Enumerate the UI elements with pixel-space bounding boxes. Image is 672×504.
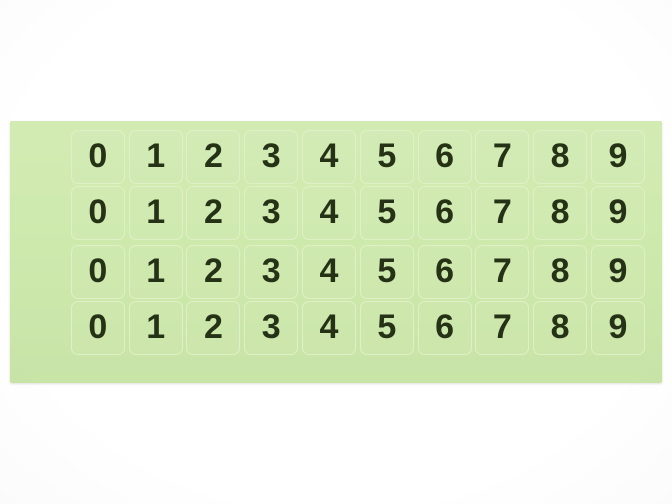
number-sticker: 9	[590, 301, 645, 355]
digit-label: 2	[203, 137, 223, 175]
digit-label: 0	[88, 252, 108, 290]
number-sticker: 0	[70, 130, 125, 184]
number-sticker: 0	[70, 301, 125, 355]
number-sticker: 2	[186, 301, 241, 355]
digit-label: 5	[377, 193, 397, 231]
digit-label: 4	[319, 193, 339, 231]
digit-label: 4	[319, 308, 339, 346]
digit-label: 4	[319, 252, 339, 290]
digit-label: 0	[88, 308, 108, 346]
number-sticker: 1	[128, 186, 183, 240]
number-sticker: 2	[186, 130, 241, 184]
digit-label: 6	[435, 252, 455, 290]
number-sticker: 1	[128, 130, 183, 184]
digit-label: 1	[146, 308, 166, 346]
number-sticker: 4	[302, 130, 357, 184]
digit-label: 1	[146, 193, 166, 231]
number-sticker: 5	[359, 301, 414, 355]
digit-label: 8	[550, 193, 570, 231]
number-sticker: 5	[359, 245, 414, 299]
digit-label: 7	[492, 252, 512, 290]
digit-label: 8	[550, 252, 570, 290]
digit-label: 0	[88, 193, 108, 231]
digit-label: 3	[261, 137, 281, 175]
number-sticker: 6	[417, 301, 472, 355]
number-sticker: 1	[128, 245, 183, 299]
digit-label: 3	[261, 252, 281, 290]
number-sticker: 9	[590, 245, 645, 299]
number-sticker: 8	[533, 301, 588, 355]
number-sticker: 7	[475, 186, 530, 240]
digit-label: 6	[435, 137, 455, 175]
number-sticker: 0	[70, 245, 125, 299]
digit-label: 9	[608, 308, 628, 346]
digit-label: 9	[608, 252, 628, 290]
number-sticker: 7	[475, 130, 530, 184]
number-sticker: 8	[533, 130, 588, 184]
number-sticker: 8	[533, 186, 588, 240]
number-sticker: 1	[128, 301, 183, 355]
number-sticker: 6	[417, 186, 472, 240]
number-sticker: 2	[186, 245, 241, 299]
digit-label: 7	[492, 137, 512, 175]
digit-label: 2	[203, 308, 223, 346]
digit-label: 8	[550, 308, 570, 346]
digit-label: 7	[492, 308, 512, 346]
number-sticker: 5	[359, 186, 414, 240]
number-sticker: 4	[302, 301, 357, 355]
digit-label: 8	[550, 137, 570, 175]
number-sticker: 8	[533, 245, 588, 299]
number-sticker: 7	[475, 301, 530, 355]
number-sticker: 3	[244, 245, 299, 299]
number-sticker: 4	[302, 245, 357, 299]
digit-label: 6	[435, 193, 455, 231]
digit-label: 5	[377, 252, 397, 290]
digit-label: 5	[377, 308, 397, 346]
number-sticker: 6	[417, 130, 472, 184]
digit-label: 7	[492, 193, 512, 231]
digit-label: 6	[435, 308, 455, 346]
number-sticker: 4	[302, 186, 357, 240]
number-sticker: 0	[70, 186, 125, 240]
number-sticker: 9	[590, 130, 645, 184]
number-sticker: 3	[244, 186, 299, 240]
number-sticker: 9	[590, 186, 645, 240]
digit-label: 0	[88, 137, 108, 175]
digit-label: 1	[146, 252, 166, 290]
number-sticker: 5	[359, 130, 414, 184]
number-sticker: 3	[244, 301, 299, 355]
number-sticker: 6	[417, 245, 472, 299]
number-sticker: 2	[186, 186, 241, 240]
digit-label: 2	[203, 252, 223, 290]
number-sticker: 3	[244, 130, 299, 184]
digit-label: 9	[608, 193, 628, 231]
digit-label: 9	[608, 137, 628, 175]
digit-label: 1	[146, 137, 166, 175]
digit-label: 4	[319, 137, 339, 175]
number-sticker: 7	[475, 245, 530, 299]
digit-label: 2	[203, 193, 223, 231]
digit-label: 3	[261, 193, 281, 231]
digit-label: 3	[261, 308, 281, 346]
digit-label: 5	[377, 137, 397, 175]
